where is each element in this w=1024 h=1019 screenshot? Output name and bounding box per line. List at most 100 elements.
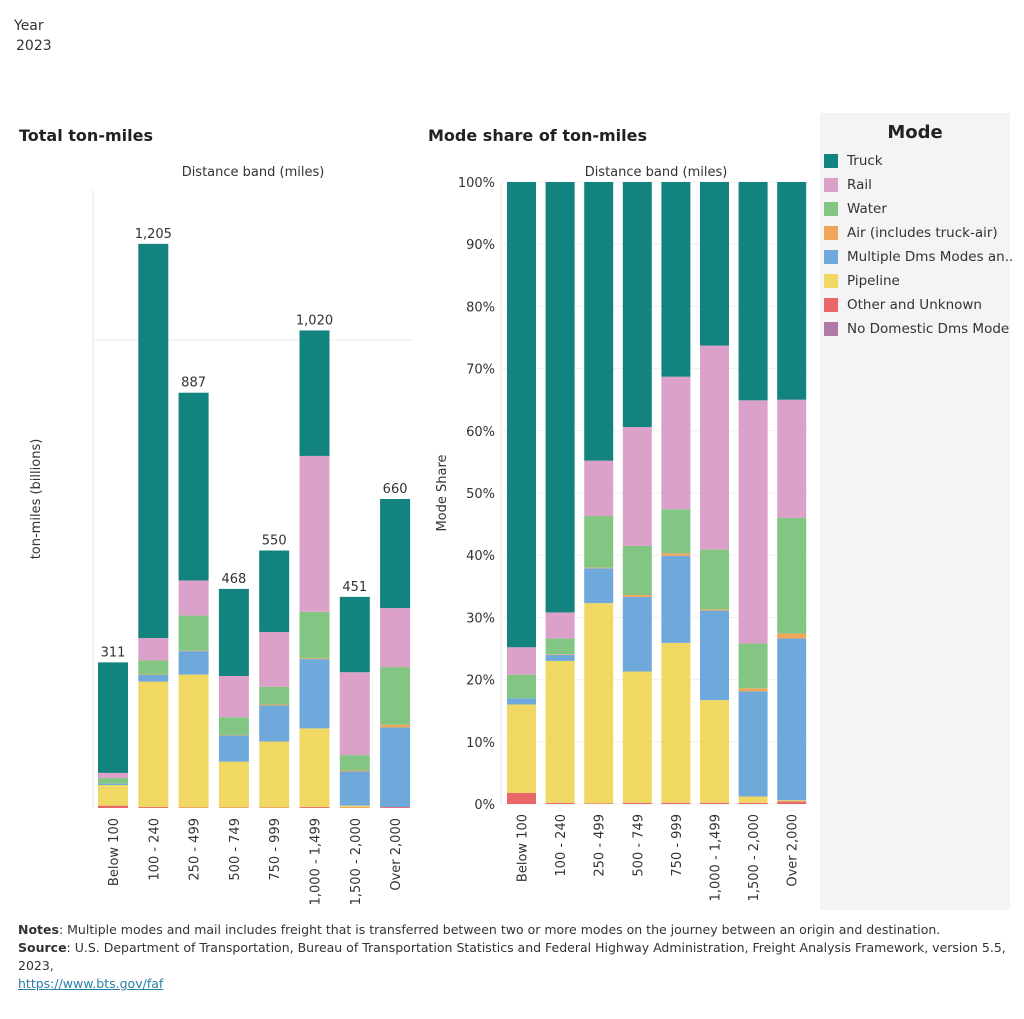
bar-segment[interactable] <box>777 800 807 802</box>
legend-item[interactable]: Rail <box>820 173 1010 197</box>
bar-segment[interactable] <box>661 376 691 510</box>
bar-segment[interactable] <box>178 392 209 581</box>
bar-segment[interactable] <box>700 182 729 346</box>
bar-segment[interactable] <box>777 517 807 634</box>
bar-segment[interactable] <box>700 549 729 610</box>
bar-segment[interactable] <box>584 182 614 461</box>
bar-segment[interactable] <box>339 672 370 756</box>
bar-segment[interactable] <box>98 783 128 786</box>
bar-segment[interactable] <box>299 659 330 729</box>
bar-segment[interactable] <box>98 785 128 806</box>
bar-segment[interactable] <box>545 612 575 639</box>
legend-item[interactable]: Air (includes truck-air) <box>820 221 1010 245</box>
bar-segment[interactable] <box>661 802 691 804</box>
bar-segment[interactable] <box>339 771 370 806</box>
legend-item[interactable]: Pipeline <box>820 269 1010 293</box>
bar-segment[interactable] <box>178 674 209 808</box>
bar-segment[interactable] <box>738 182 768 401</box>
bar-segment[interactable] <box>738 796 768 803</box>
bar-segment[interactable] <box>738 400 768 644</box>
bar-segment[interactable] <box>299 330 330 456</box>
legend-item[interactable]: Water <box>820 197 1010 221</box>
bar-segment[interactable] <box>339 770 370 772</box>
source-link[interactable]: https://www.bts.gov/faf <box>18 976 164 991</box>
year-filter[interactable]: Year 2023 <box>14 16 52 56</box>
bar-segment[interactable] <box>507 792 536 804</box>
bar-segment[interactable] <box>777 399 807 518</box>
bar-segment[interactable] <box>584 567 614 569</box>
bar-segment[interactable] <box>138 243 169 639</box>
bar-segment[interactable] <box>661 555 691 643</box>
bar-segment[interactable] <box>777 638 807 801</box>
bar-segment[interactable] <box>700 345 729 550</box>
bar-segment[interactable] <box>622 182 652 428</box>
bar-segment[interactable] <box>545 660 575 803</box>
bar-segment[interactable] <box>700 700 729 803</box>
bar-segment[interactable] <box>507 647 536 675</box>
bar-segment[interactable] <box>584 603 614 804</box>
bar-segment[interactable] <box>98 662 128 773</box>
bar-segment[interactable] <box>380 807 411 808</box>
bar-segment[interactable] <box>138 638 169 661</box>
bar-segment[interactable] <box>259 741 290 808</box>
bar-segment[interactable] <box>661 509 691 554</box>
bar-segment[interactable] <box>138 675 169 682</box>
bar-segment[interactable] <box>622 427 652 546</box>
bar-segment[interactable] <box>218 675 249 718</box>
bar-segment[interactable] <box>299 807 330 808</box>
bar-segment[interactable] <box>584 516 614 568</box>
bar-segment[interactable] <box>380 667 411 725</box>
bar-segment[interactable] <box>738 643 768 689</box>
bar-segment[interactable] <box>138 660 169 675</box>
legend-item[interactable]: No Domestic Dms Mode <box>820 317 1010 341</box>
bar-segment[interactable] <box>584 803 614 804</box>
bar-segment[interactable] <box>622 545 652 596</box>
bar-segment[interactable] <box>507 704 536 793</box>
bar-segment[interactable] <box>299 658 330 660</box>
bar-segment[interactable] <box>777 633 807 639</box>
bar-segment[interactable] <box>98 805 128 808</box>
bar-segment[interactable] <box>259 704 290 706</box>
bar-segment[interactable] <box>259 686 290 705</box>
bar-segment[interactable] <box>545 638 575 655</box>
bar-segment[interactable] <box>98 778 128 784</box>
bar-segment[interactable] <box>178 651 209 675</box>
bar-segment[interactable] <box>218 761 249 808</box>
bar-segment[interactable] <box>545 802 575 804</box>
bar-segment[interactable] <box>178 615 209 651</box>
bar-segment[interactable] <box>339 755 370 771</box>
bar-segment[interactable] <box>661 182 691 377</box>
bar-segment[interactable] <box>380 499 411 609</box>
bar-segment[interactable] <box>507 698 536 705</box>
bar-segment[interactable] <box>259 550 290 632</box>
bar-segment[interactable] <box>507 674 536 699</box>
bar-segment[interactable] <box>661 642 691 803</box>
bar-segment[interactable] <box>661 553 691 556</box>
bar-segment[interactable] <box>700 802 729 804</box>
bar-segment[interactable] <box>218 735 249 762</box>
bar-segment[interactable] <box>339 805 370 808</box>
bar-segment[interactable] <box>700 610 729 701</box>
bar-segment[interactable] <box>622 802 652 804</box>
bar-segment[interactable] <box>622 671 652 803</box>
bar-segment[interactable] <box>738 691 768 797</box>
bar-segment[interactable] <box>545 654 575 661</box>
legend-item[interactable]: Other and Unknown <box>820 293 1010 317</box>
bar-segment[interactable] <box>138 807 169 808</box>
bar-segment[interactable] <box>218 717 249 735</box>
bar-segment[interactable] <box>700 609 729 611</box>
bar-segment[interactable] <box>299 728 330 808</box>
legend-item[interactable]: Multiple Dms Modes an.. <box>820 245 1013 269</box>
bar-segment[interactable] <box>584 460 614 517</box>
bar-segment[interactable] <box>380 727 411 808</box>
bar-segment[interactable] <box>622 595 652 597</box>
bar-segment[interactable] <box>178 580 209 616</box>
bar-segment[interactable] <box>299 455 330 612</box>
bar-segment[interactable] <box>299 611 330 659</box>
legend-item[interactable]: Truck <box>820 149 1010 173</box>
bar-segment[interactable] <box>98 772 128 779</box>
bar-segment[interactable] <box>259 631 290 687</box>
bar-segment[interactable] <box>138 681 169 808</box>
bar-segment[interactable] <box>339 596 370 673</box>
bar-segment[interactable] <box>545 654 575 655</box>
